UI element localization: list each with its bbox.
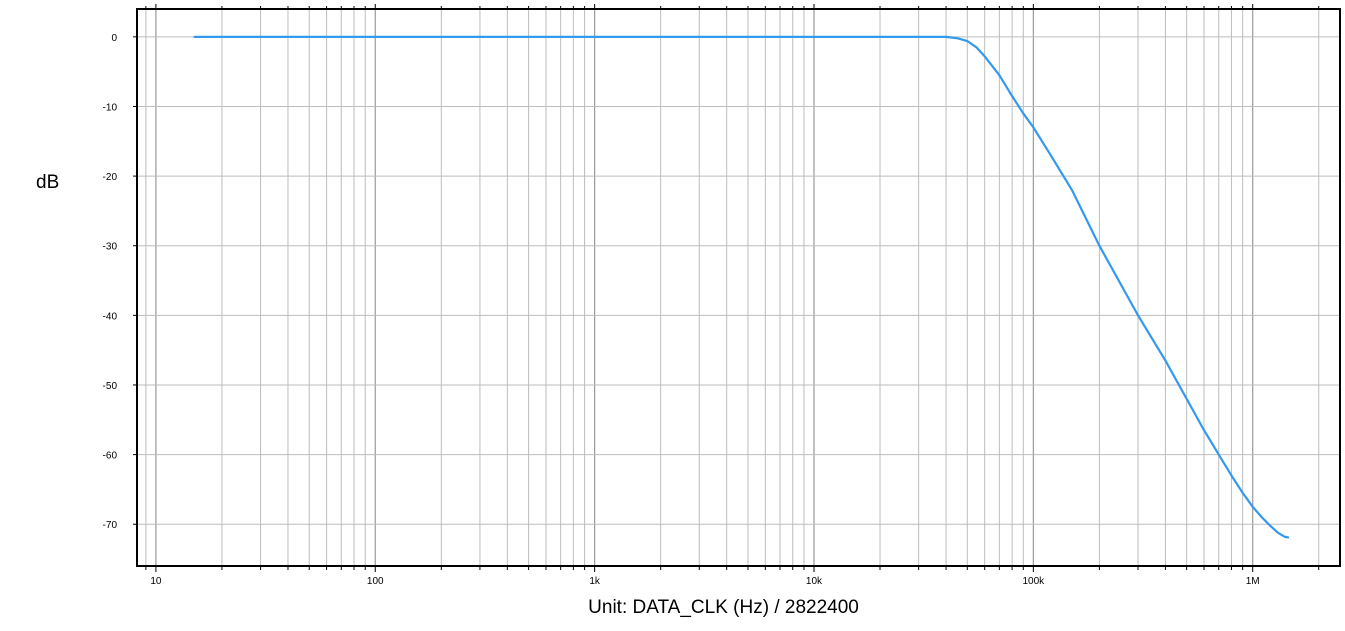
y-tick-label: -30: [103, 242, 118, 253]
x-tick-label: 100k: [1023, 576, 1046, 587]
y-tick-label: -60: [103, 451, 118, 462]
x-tick-label: 10: [150, 576, 162, 587]
y-tick-label: -70: [103, 520, 118, 531]
axis-ticks: 0 -10 -20 -30 -40 -50 -60 -70 10 100 1k 10k 100k 1M: [103, 4, 1320, 587]
grid-lines: [137, 9, 1340, 566]
y-tick-label: -50: [103, 381, 118, 392]
y-tick-label: -20: [103, 172, 118, 183]
response-curve: [193, 35, 1290, 539]
x-tick-label: 10k: [806, 576, 823, 587]
x-tick-label: 1M: [1246, 576, 1260, 587]
y-axis-label: dB: [36, 172, 59, 193]
plot-frame: [136, 8, 1341, 567]
y-tick-label: -40: [103, 311, 118, 322]
x-axis-label: Unit: DATA_CLK (Hz) / 2822400: [588, 597, 859, 618]
x-tick-label: 1k: [589, 576, 601, 587]
y-tick-label: -10: [103, 102, 118, 113]
y-tick-label: 0: [111, 33, 117, 44]
series-layer: [193, 35, 1290, 539]
x-tick-label: 100: [367, 576, 384, 587]
